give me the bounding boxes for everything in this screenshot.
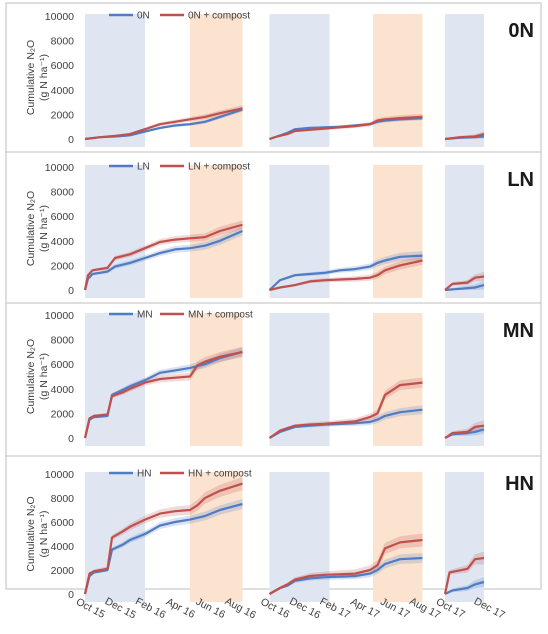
summer-shade: [190, 313, 243, 446]
y-axis-unit: (g N ha⁻¹): [38, 511, 50, 558]
y-tick-label: 8000: [51, 36, 75, 48]
summer-shade: [373, 165, 423, 298]
legend-label: MN: [137, 310, 153, 321]
y-tick-label: 6000: [51, 60, 75, 72]
y-tick-label: 2000: [51, 565, 75, 577]
error-band: [85, 105, 243, 139]
winter-shade: [269, 165, 330, 298]
y-tick-label: 0: [68, 285, 74, 297]
y-axis-label: Cumulative N₂O: [25, 191, 37, 266]
y-tick-label: 0: [68, 433, 74, 445]
y-tick-label: 0: [68, 134, 74, 146]
legend-label: LN + compost: [188, 162, 250, 173]
series-line: [444, 424, 485, 439]
series-line: [443, 556, 485, 595]
error-band: [445, 272, 484, 290]
error-band: [445, 551, 484, 594]
winter-shade: [445, 313, 484, 446]
y-axis-unit: (g N ha⁻¹): [38, 205, 50, 252]
series-line: [268, 538, 423, 595]
panel-title: LN: [507, 169, 534, 191]
winter-shade: [85, 165, 145, 298]
y-axis-label: Cumulative N₂O: [25, 496, 37, 571]
panel-2: 0 2000 4000 6000 8000 10000 Cumulative N₂O (g N…: [5, 302, 542, 457]
y-tick-label: 2000: [51, 408, 75, 420]
y-tick-label: 4000: [51, 85, 75, 97]
series-line: [444, 284, 485, 292]
error-band: [85, 226, 243, 290]
winter-shade: [85, 14, 145, 147]
legend-label: LN: [137, 162, 150, 173]
legend-label: 0N: [137, 11, 150, 22]
series-line: [444, 133, 485, 141]
y-tick-label: 10000: [45, 162, 74, 174]
y-tick-label: 10000: [45, 310, 74, 322]
winter-shade: [445, 472, 484, 602]
error-band: [269, 377, 423, 438]
y-tick-label: 4000: [51, 236, 75, 248]
legend-label: HN: [137, 469, 151, 480]
summer-shade: [190, 14, 243, 147]
y-tick-label: 4000: [51, 541, 75, 553]
y-tick-label: 2000: [51, 260, 75, 272]
panel-0: 0 2000 4000 6000 8000 10000 Cumulative N₂O (g N…: [5, 2, 542, 153]
winter-shade: [269, 472, 330, 602]
panel-1: 0 2000 4000 6000 8000 10000 Cumulative N₂O (g N…: [5, 151, 542, 304]
series-line: [83, 223, 243, 291]
y-tick-label: 6000: [51, 517, 75, 529]
series-line: [83, 502, 243, 595]
series-line: [269, 115, 423, 141]
panel-title: HN: [505, 473, 534, 495]
winter-shade: [445, 165, 484, 298]
y-axis-unit: (g N ha⁻¹): [38, 54, 50, 101]
series-line: [268, 381, 423, 439]
y-tick-label: 8000: [51, 493, 75, 505]
series-line: [83, 350, 243, 439]
series-line: [83, 350, 243, 439]
series-line: [268, 254, 423, 291]
y-axis-label: Cumulative N₂O: [25, 339, 37, 414]
y-axis-label: Cumulative N₂O: [25, 40, 37, 115]
y-tick-label: 2000: [51, 109, 75, 121]
series-line: [83, 482, 243, 595]
legend-label: 0N + compost: [188, 11, 250, 22]
series-line: [444, 580, 485, 595]
y-tick-label: 8000: [51, 187, 75, 199]
y-tick-label: 10000: [45, 11, 74, 23]
y-tick-label: 0: [68, 589, 74, 601]
summer-shade: [373, 14, 423, 147]
y-axis-unit: (g N ha⁻¹): [38, 353, 50, 400]
y-tick-label: 6000: [51, 359, 75, 371]
winter-shade: [85, 313, 145, 446]
series-line: [269, 259, 423, 292]
panel-title: MN: [503, 320, 534, 342]
series-line: [268, 408, 423, 439]
x-tick-label: Feb 17: [318, 595, 353, 621]
series-line: [84, 107, 243, 141]
panel-3: 0 2000 4000 6000 8000 10000 Cumulative N₂O (g N…: [5, 455, 542, 602]
x-tick-label: Dec 17: [472, 595, 507, 621]
series-line: [83, 229, 243, 291]
y-tick-label: 6000: [51, 211, 75, 223]
series-line: [444, 275, 485, 291]
x-tick-label: Feb 16: [133, 595, 168, 621]
summer-shade: [373, 313, 423, 446]
winter-shade: [269, 14, 330, 147]
y-tick-label: 8000: [51, 335, 75, 347]
legend-label: HN + compost: [188, 469, 252, 480]
y-tick-label: 10000: [45, 469, 74, 481]
panel-title: 0N: [508, 20, 534, 42]
summer-shade: [373, 472, 423, 602]
legend-label: MN + compost: [188, 310, 253, 321]
y-tick-label: 4000: [51, 384, 75, 396]
winter-shade: [445, 14, 484, 147]
